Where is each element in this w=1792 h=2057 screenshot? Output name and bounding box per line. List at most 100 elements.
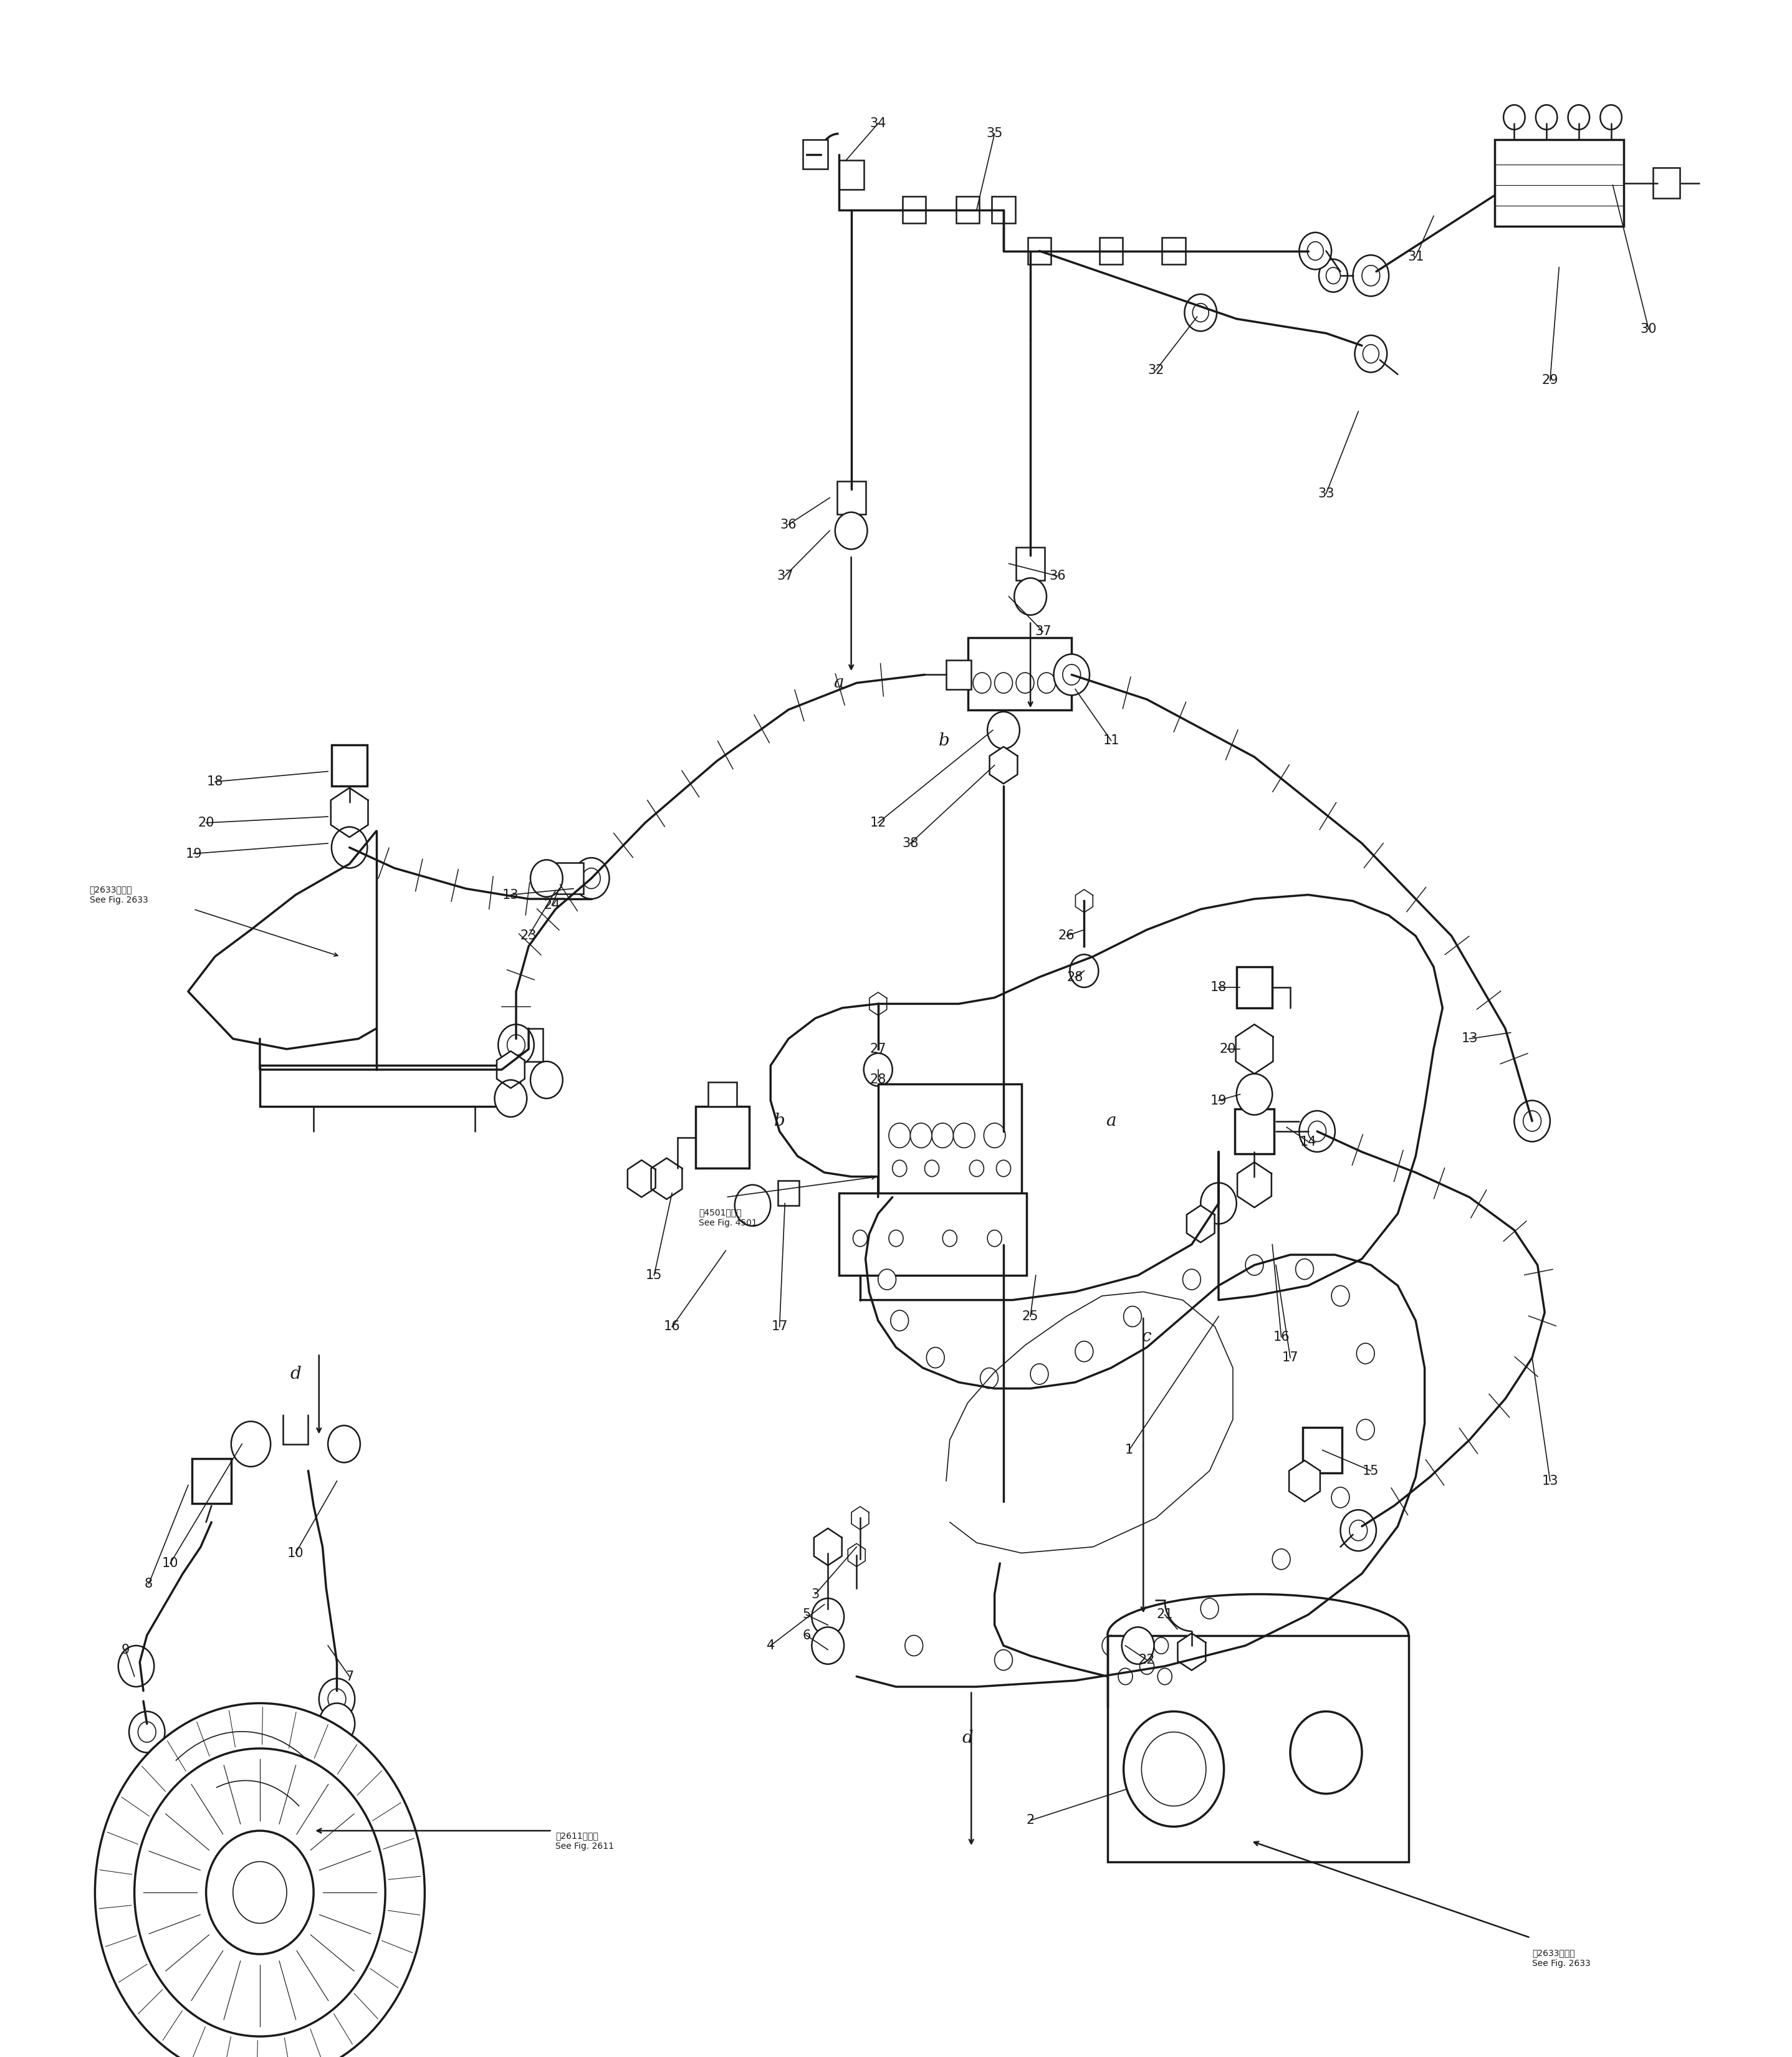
Text: b: b [774, 1113, 785, 1129]
Circle shape [1245, 1255, 1263, 1275]
Circle shape [1142, 1732, 1206, 1806]
Text: 32: 32 [1147, 364, 1165, 376]
Text: 17: 17 [771, 1321, 788, 1333]
Circle shape [1514, 1100, 1550, 1142]
Circle shape [1124, 1711, 1224, 1827]
Text: 15: 15 [1362, 1465, 1380, 1477]
Circle shape [1308, 1121, 1326, 1142]
Bar [946, 660, 971, 689]
Circle shape [1185, 294, 1217, 331]
Circle shape [987, 1230, 1002, 1247]
Circle shape [1299, 232, 1331, 269]
Circle shape [1158, 1668, 1172, 1685]
Bar [993, 195, 1016, 222]
Text: 1: 1 [1125, 1444, 1133, 1456]
Text: 28: 28 [1066, 971, 1084, 983]
Circle shape [1122, 1627, 1154, 1664]
Circle shape [891, 1310, 909, 1331]
Circle shape [1349, 1520, 1367, 1541]
Circle shape [905, 1635, 923, 1656]
Text: 24: 24 [543, 899, 561, 911]
Circle shape [1362, 265, 1380, 286]
Text: 6: 6 [803, 1629, 810, 1641]
Text: 7: 7 [346, 1670, 353, 1683]
Circle shape [582, 868, 600, 889]
Text: 34: 34 [869, 117, 887, 130]
Text: 第2611図参照
See Fig. 2611: 第2611図参照 See Fig. 2611 [556, 1831, 615, 1851]
Text: 27: 27 [869, 1043, 887, 1055]
Circle shape [1523, 1111, 1541, 1131]
Circle shape [1102, 1635, 1120, 1656]
Text: 26: 26 [1057, 930, 1075, 942]
Text: 33: 33 [1317, 488, 1335, 500]
Bar [968, 638, 1072, 710]
Circle shape [138, 1722, 156, 1742]
Circle shape [995, 673, 1012, 693]
Bar [1654, 167, 1681, 197]
Circle shape [926, 1347, 944, 1368]
Polygon shape [650, 1158, 683, 1199]
Circle shape [1600, 105, 1622, 130]
Circle shape [1357, 1343, 1374, 1364]
Circle shape [1326, 267, 1340, 284]
Circle shape [332, 827, 367, 868]
Circle shape [1063, 664, 1081, 685]
Circle shape [812, 1627, 844, 1664]
Circle shape [996, 1160, 1011, 1177]
Circle shape [1503, 105, 1525, 130]
Circle shape [95, 1703, 425, 2057]
Circle shape [118, 1646, 154, 1687]
Circle shape [507, 1035, 525, 1055]
Circle shape [1308, 243, 1322, 261]
Bar [839, 1193, 1027, 1275]
Polygon shape [1288, 1460, 1321, 1502]
Circle shape [835, 512, 867, 549]
Text: b: b [939, 732, 950, 749]
Text: 13: 13 [1460, 1033, 1478, 1045]
Circle shape [1201, 1183, 1236, 1224]
Circle shape [1118, 1668, 1133, 1685]
Text: 8: 8 [145, 1578, 152, 1590]
Circle shape [319, 1703, 355, 1744]
Circle shape [1568, 105, 1590, 130]
Circle shape [943, 1230, 957, 1247]
Circle shape [973, 673, 991, 693]
Circle shape [1355, 335, 1387, 372]
Circle shape [129, 1711, 165, 1753]
Text: 10: 10 [161, 1557, 179, 1569]
Circle shape [878, 1269, 896, 1290]
Text: 17: 17 [1281, 1351, 1299, 1364]
Text: 18: 18 [206, 775, 224, 788]
Bar [695, 1107, 749, 1168]
Polygon shape [1236, 1024, 1272, 1074]
Circle shape [932, 1123, 953, 1148]
Circle shape [984, 1123, 1005, 1148]
Circle shape [530, 860, 563, 897]
Text: 18: 18 [1210, 981, 1228, 994]
Text: 16: 16 [663, 1321, 681, 1333]
Circle shape [498, 1024, 534, 1066]
Circle shape [1331, 1487, 1349, 1508]
Circle shape [1075, 1341, 1093, 1362]
Bar [1236, 967, 1272, 1008]
Bar [1016, 547, 1045, 580]
Circle shape [1070, 954, 1098, 987]
Circle shape [735, 1185, 771, 1226]
Circle shape [969, 1160, 984, 1177]
Text: 9: 9 [122, 1644, 129, 1656]
Circle shape [1030, 1364, 1048, 1384]
Bar [778, 1181, 799, 1205]
Polygon shape [848, 1543, 866, 1567]
Text: a: a [1106, 1113, 1116, 1129]
Bar [903, 195, 926, 222]
Circle shape [206, 1831, 314, 1954]
Polygon shape [627, 1160, 656, 1197]
Circle shape [1124, 1306, 1142, 1327]
Bar [332, 745, 367, 786]
Circle shape [980, 1368, 998, 1388]
Polygon shape [814, 1528, 842, 1565]
Circle shape [1290, 1711, 1362, 1794]
Text: d: d [290, 1366, 301, 1382]
Bar [803, 140, 828, 169]
Circle shape [1014, 578, 1047, 615]
